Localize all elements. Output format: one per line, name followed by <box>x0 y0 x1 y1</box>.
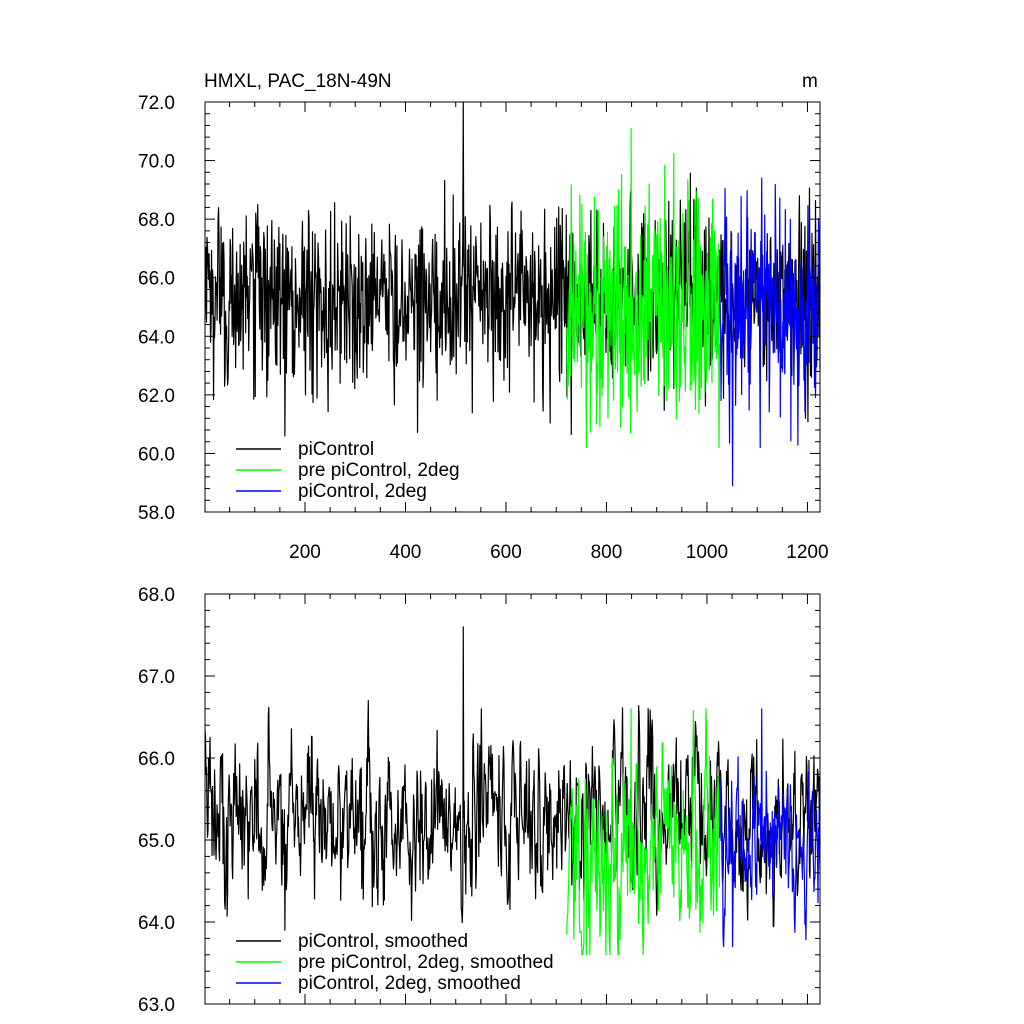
x-tick-label: 400 <box>390 542 422 563</box>
y-tick-label: 65.0 <box>138 831 175 852</box>
y-tick-label: 64.0 <box>138 913 175 934</box>
y-tick-label: 64.0 <box>138 327 175 348</box>
panel1-units: m <box>802 71 818 92</box>
panel1-series-group <box>204 101 821 487</box>
panel2-frame <box>204 593 821 1005</box>
series-line-2 <box>566 708 721 956</box>
series-line-3 <box>718 708 821 948</box>
x-tick-label: 200 <box>289 542 321 563</box>
legend-label: piControl, 2deg <box>298 481 427 502</box>
panel2-ticks-group: 63.0 64.0 65.0 66.0 67.0 68.0 <box>138 585 820 1016</box>
y-tick-label: 68.0 <box>138 210 175 231</box>
y-tick-label: 63.0 <box>138 995 175 1016</box>
legend-label: pre piControl, 2deg <box>298 460 460 481</box>
y-tick-label: 72.0 <box>138 93 175 114</box>
y-tick-label: 68.0 <box>138 585 175 606</box>
series-line-3 <box>718 177 821 487</box>
legend-label: piControl, 2deg, smoothed <box>298 973 521 994</box>
y-tick-label: 70.0 <box>138 152 175 173</box>
x-tick-label: 1000 <box>686 542 728 563</box>
panel-raw: HMXL, PAC_18N-49N m 58.0 60.0 62.0 64.0 66.0… <box>138 71 829 563</box>
y-tick-label: 66.0 <box>138 269 175 290</box>
legend-label: piControl, smoothed <box>298 931 468 952</box>
y-tick-label: 67.0 <box>138 667 175 688</box>
y-tick-label: 58.0 <box>138 503 175 524</box>
x-tick-label: 1200 <box>786 542 828 563</box>
y-tick-label: 60.0 <box>138 444 175 465</box>
legend-label: piControl <box>298 439 374 460</box>
panel1-frame <box>204 101 821 513</box>
panel2-series-group <box>204 626 821 956</box>
x-tick-label: 800 <box>591 542 623 563</box>
series-line-2 <box>566 127 721 449</box>
legend-label: pre piControl, 2deg, smoothed <box>298 952 554 973</box>
y-tick-label: 66.0 <box>138 749 175 770</box>
y-tick-label: 62.0 <box>138 386 175 407</box>
x-tick-label: 600 <box>490 542 522 563</box>
panel-smoothed: 63.0 64.0 65.0 66.0 67.0 68.0 piControl, smoo… <box>138 585 821 1016</box>
series-line-1 <box>204 626 821 931</box>
panel1-ticks-group: 58.0 60.0 62.0 64.0 66.0 68.0 70.0 72.0 200 400 60… <box>138 93 829 563</box>
panel1-title: HMXL, PAC_18N-49N <box>204 71 392 92</box>
